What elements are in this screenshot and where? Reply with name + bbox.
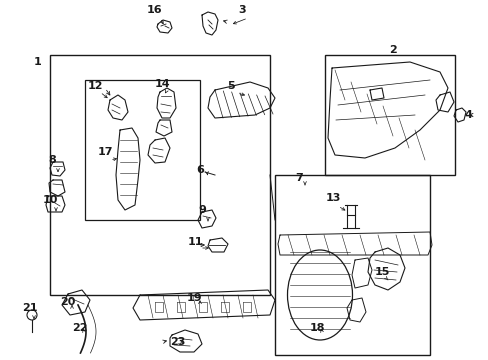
Text: 13: 13 [325,193,340,203]
Text: 9: 9 [198,205,205,215]
Text: 12: 12 [87,81,102,91]
Text: 10: 10 [42,195,58,205]
Text: 17: 17 [97,147,113,157]
Text: 20: 20 [60,297,76,307]
Text: 2: 2 [388,45,396,55]
Text: 18: 18 [308,323,324,333]
Text: 3: 3 [238,5,245,15]
Text: 14: 14 [154,79,169,89]
Bar [85,80,200,220]
Text: 15: 15 [373,267,389,277]
Text: 1: 1 [34,57,42,67]
Bar [325,55,454,175]
Bar [50,55,269,295]
Text: 22: 22 [72,323,87,333]
Text: 4: 4 [463,110,471,120]
Text: 11: 11 [187,237,203,247]
Text: 23: 23 [170,337,185,347]
Text: 5: 5 [227,81,234,91]
Text: 7: 7 [295,173,302,183]
Text: 21: 21 [22,303,38,313]
Text: 19: 19 [187,293,203,303]
Text: 6: 6 [196,165,203,175]
Bar [274,175,429,355]
Text: 8: 8 [48,155,56,165]
Text: 16: 16 [147,5,163,15]
